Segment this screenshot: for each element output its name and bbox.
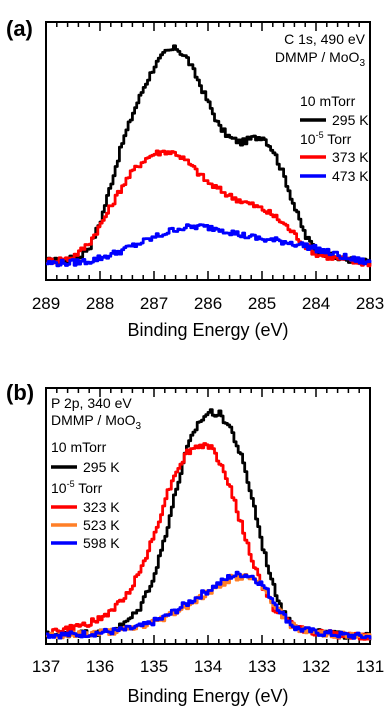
- panel-a-label: (a): [6, 16, 33, 41]
- panel-a-tick-labels: 289 288 287 286 285 284 283: [32, 294, 384, 313]
- panel-b-label: (b): [6, 380, 34, 405]
- panel-b-info-line-2: DMMP / MoO3: [51, 412, 142, 432]
- panel-b-x-tick-label: 134: [194, 657, 222, 676]
- panel-b-legend-header-10mtorr: 10 mTorr: [51, 439, 107, 455]
- panel-a-legend-label-473k: 473 K: [332, 168, 369, 184]
- panel-a-x-tick-label: 289: [32, 294, 60, 313]
- panel-b: 137 136 135 134 133 132 131 (b) P 2p, 340 eV D…: [6, 380, 384, 706]
- panel-a-x-axis-label: Binding Energy (eV): [127, 320, 288, 340]
- panel-b-series-598k: [46, 570, 372, 640]
- panel-a-series-473k: [46, 223, 372, 268]
- panel-a-legend-label-373k: 373 K: [332, 149, 369, 165]
- panel-b-x-tick-label: 137: [32, 657, 60, 676]
- panel-a-legend: 10 mTorr 295 K 10-5 Torr 373 K 473 K: [300, 93, 369, 184]
- panel-b-x-tick-label: 135: [140, 657, 168, 676]
- panel-a-x-tick-label: 284: [302, 294, 330, 313]
- panel-b-legend-label-323k: 323 K: [83, 499, 120, 515]
- panel-b-x-tick-label: 132: [302, 657, 330, 676]
- panel-b-info-line-1: P 2p, 340 eV: [51, 395, 132, 411]
- panel-a-ticks: [45, 22, 371, 280]
- panel-a-info-line-1: C 1s, 490 eV: [284, 31, 366, 47]
- panel-b-legend-label-523k: 523 K: [83, 517, 120, 533]
- panel-b-legend: 10 mTorr 295 K 10-5 Torr 323 K 523 K 598…: [51, 439, 120, 551]
- panel-a-x-tick-label: 286: [194, 294, 222, 313]
- panel-b-legend-header-1e-5torr: 10-5 Torr: [51, 479, 103, 496]
- panel-b-legend-label-598k: 598 K: [83, 535, 120, 551]
- panel-a-x-tick-label: 288: [86, 294, 114, 313]
- panel-b-x-tick-label: 133: [248, 657, 276, 676]
- panel-a-legend-header-10mtorr: 10 mTorr: [300, 93, 356, 109]
- panel-a-curves: [46, 44, 372, 268]
- panel-a-legend-label-295k: 295 K: [332, 112, 369, 128]
- panel-a-x-tick-label: 285: [248, 294, 276, 313]
- panel-a-x-tick-label: 283: [356, 294, 384, 313]
- panel-a-info-line-2: DMMP / MoO3: [275, 49, 366, 69]
- panel-a-series-373k: [46, 149, 372, 268]
- panel-b-x-tick-label: 131: [356, 657, 384, 676]
- panel-b-tick-labels: 137 136 135 134 133 132 131: [32, 657, 384, 676]
- panel-b-legend-label-295k: 295 K: [83, 459, 120, 475]
- panel-a-legend-header-1e-5torr: 10-5 Torr: [300, 130, 352, 147]
- panel-b-x-tick-label: 136: [86, 657, 114, 676]
- panel-b-curves: [46, 408, 372, 641]
- panel-b-x-axis-label: Binding Energy (eV): [127, 686, 288, 706]
- panel-a-x-tick-label: 287: [140, 294, 168, 313]
- panel-a: 289 288 287 286 285 284 283 (a) C 1s, 490 eV D…: [6, 16, 384, 340]
